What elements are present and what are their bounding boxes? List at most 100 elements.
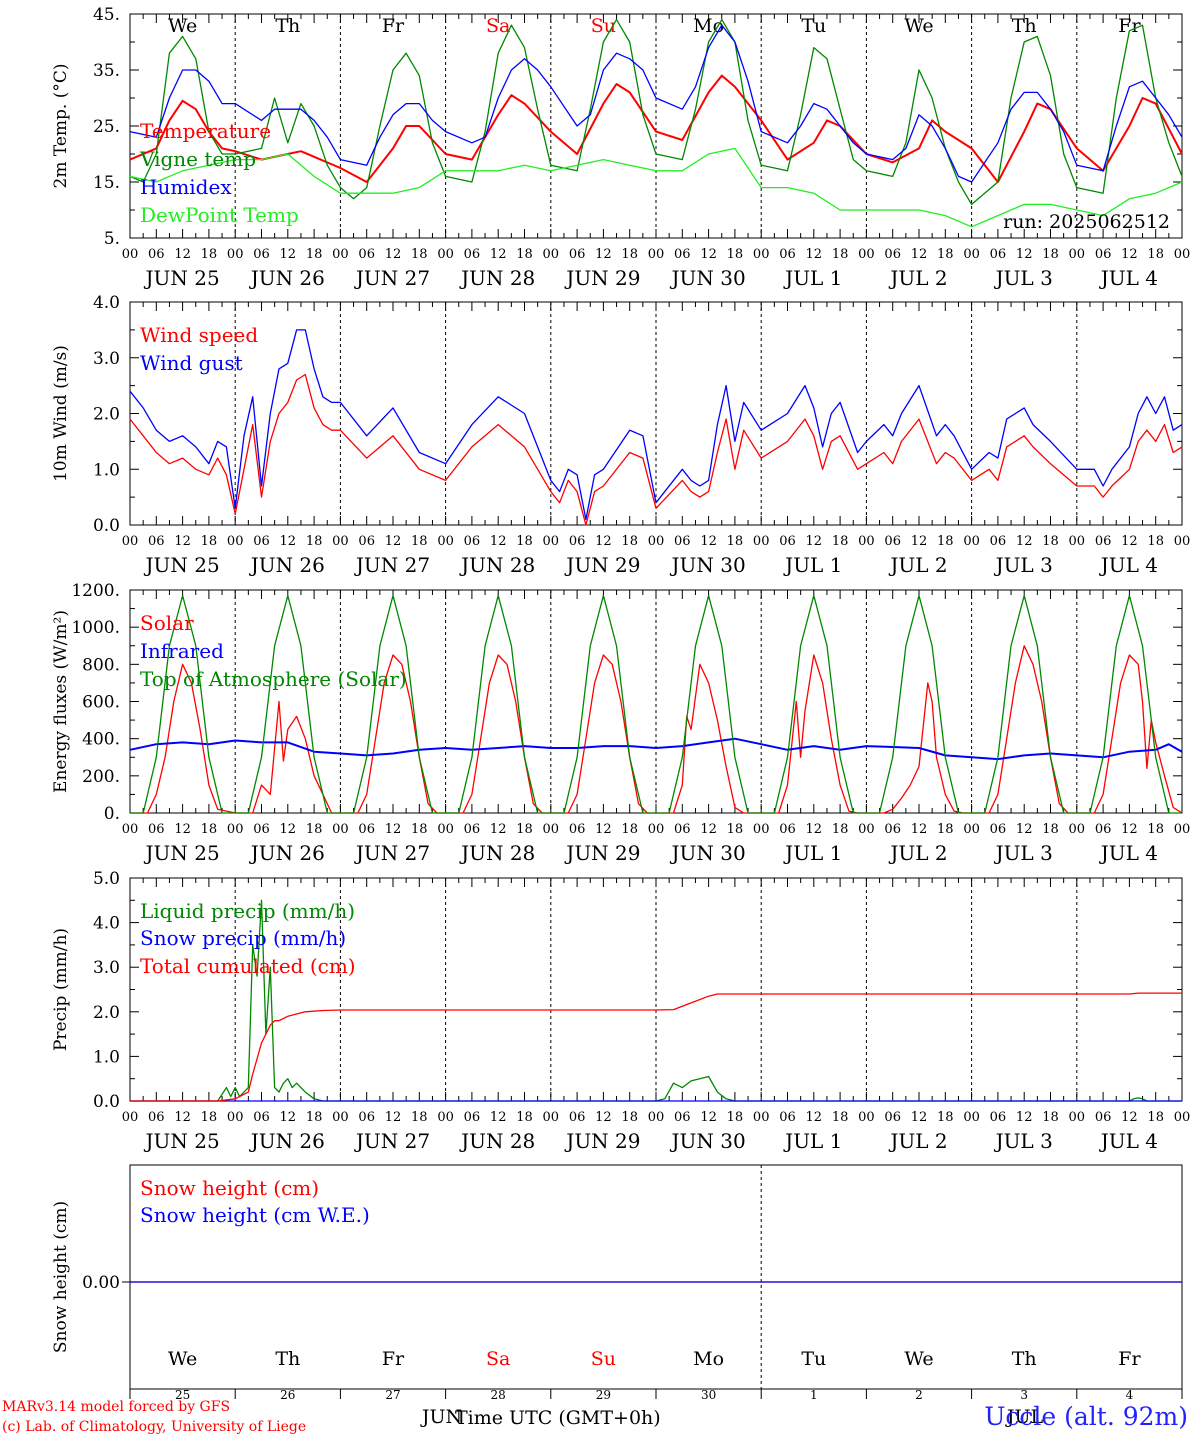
hour-tick-label: 06 xyxy=(253,1110,270,1125)
day-label: JUN 29 xyxy=(564,266,640,290)
day-label: JUL 2 xyxy=(888,553,947,577)
hour-tick-label: 00 xyxy=(437,247,454,262)
hour-tick-label: 18 xyxy=(306,247,323,262)
hour-tick-label: 12 xyxy=(1016,534,1033,549)
hour-tick-label: 06 xyxy=(358,822,375,837)
day-label: JUL 3 xyxy=(994,553,1053,577)
hour-tick-label: 18 xyxy=(201,822,218,837)
hour-tick-label: 06 xyxy=(464,247,481,262)
day-label: JUL 2 xyxy=(888,841,947,865)
hour-tick-label: 06 xyxy=(779,822,796,837)
hour-tick-label: 18 xyxy=(832,247,849,262)
lab-credit: (c) Lab. of Climatology, University of L… xyxy=(2,1419,307,1435)
y-axis-title: 10m Wind (m/s) xyxy=(51,345,71,482)
hour-tick-label: 18 xyxy=(727,1110,744,1125)
hour-tick-label: 12 xyxy=(700,247,717,262)
hour-tick-label: 00 xyxy=(1174,1110,1191,1125)
y-axis-title: Snow height (cm) xyxy=(51,1201,71,1353)
hour-tick-label: 06 xyxy=(253,534,270,549)
hour-tick-label: 12 xyxy=(490,1110,507,1125)
hour-tick-label: 06 xyxy=(779,534,796,549)
weekday-label: We xyxy=(904,1348,933,1370)
hour-tick-label: 06 xyxy=(569,534,586,549)
hour-tick-label: 18 xyxy=(727,534,744,549)
hour-tick-label: 00 xyxy=(227,247,244,262)
hour-tick-label: 06 xyxy=(990,1110,1007,1125)
y-tick-label: 1000. xyxy=(71,618,120,638)
hour-tick-label: 00 xyxy=(543,247,560,262)
hour-tick-label: 00 xyxy=(753,822,770,837)
y-tick-label: 3.0 xyxy=(93,349,120,369)
hour-tick-label: 06 xyxy=(464,1110,481,1125)
weekday-label: Th xyxy=(275,1348,300,1370)
hour-tick-label: 12 xyxy=(280,822,297,837)
hour-tick-label: 18 xyxy=(411,534,428,549)
hour-tick-label: 18 xyxy=(1042,247,1059,262)
hour-tick-label: 18 xyxy=(516,822,533,837)
day-label: JUL 1 xyxy=(783,1129,842,1153)
station-label: Uccle (alt. 92m) xyxy=(984,1402,1188,1431)
hour-tick-label: 18 xyxy=(832,534,849,549)
day-label: JUN 28 xyxy=(459,1129,535,1153)
hour-tick-label: 12 xyxy=(595,534,612,549)
hour-tick-label: 12 xyxy=(1016,1110,1033,1125)
hour-tick-label: 00 xyxy=(437,534,454,549)
series-line xyxy=(129,24,1183,183)
hour-tick-label: 18 xyxy=(306,1110,323,1125)
hour-tick-label: 18 xyxy=(832,822,849,837)
legend-entry: Vigne temp xyxy=(139,147,256,171)
day-label: JUN 27 xyxy=(354,841,430,865)
day-label: JUN 25 xyxy=(144,553,220,577)
x-axis-title: Time UTC (GMT+0h) xyxy=(455,1407,661,1429)
weekday-label: Fr xyxy=(1118,15,1141,37)
day-label: JUL 3 xyxy=(994,266,1053,290)
hour-tick-label: 00 xyxy=(858,822,875,837)
legend-entry: Top of Atmosphere (Solar) xyxy=(140,667,407,691)
day-number: 1 xyxy=(810,1388,818,1402)
legend-entry: Wind gust xyxy=(140,351,243,375)
day-label: JUN 26 xyxy=(249,841,325,865)
hour-tick-label: 18 xyxy=(1147,534,1164,549)
y-axis-title: 2m Temp. (°C) xyxy=(51,63,71,188)
hour-tick-label: 06 xyxy=(990,247,1007,262)
hour-tick-label: 12 xyxy=(911,1110,928,1125)
hour-tick-label: 00 xyxy=(1069,822,1086,837)
hour-tick-label: 18 xyxy=(621,534,638,549)
legend-entry: Snow height (cm W.E.) xyxy=(140,1203,370,1227)
series-line xyxy=(129,18,1183,206)
y-tick-label: 600. xyxy=(82,693,120,713)
hour-tick-label: 06 xyxy=(1095,1110,1112,1125)
hour-tick-label: 12 xyxy=(385,822,402,837)
weekday-label: Fr xyxy=(382,1348,405,1370)
y-tick-label: 0.0 xyxy=(93,1092,120,1112)
hour-tick-label: 12 xyxy=(174,822,191,837)
y-tick-label: 0. xyxy=(104,804,120,824)
hour-tick-label: 06 xyxy=(569,1110,586,1125)
hour-tick-label: 06 xyxy=(674,247,691,262)
day-label: JUN 25 xyxy=(144,266,220,290)
day-number: 4 xyxy=(1126,1388,1134,1402)
hour-tick-label: 00 xyxy=(1069,534,1086,549)
series-line xyxy=(129,373,1183,526)
hour-tick-label: 18 xyxy=(937,247,954,262)
hour-tick-label: 06 xyxy=(779,247,796,262)
panel-frame xyxy=(129,589,1183,814)
hour-tick-label: 00 xyxy=(858,534,875,549)
day-label: JUL 4 xyxy=(1099,841,1158,865)
hour-tick-label: 06 xyxy=(674,822,691,837)
weekday-label: Su xyxy=(591,1348,616,1370)
hour-tick-label: 00 xyxy=(753,247,770,262)
series-line xyxy=(129,737,1183,761)
hour-tick-label: 06 xyxy=(358,534,375,549)
hour-tick-label: 18 xyxy=(937,534,954,549)
hour-tick-label: 06 xyxy=(1095,822,1112,837)
hour-tick-label: 12 xyxy=(174,1110,191,1125)
day-label: JUL 1 xyxy=(783,266,842,290)
hour-tick-label: 12 xyxy=(280,534,297,549)
hour-tick-label: 12 xyxy=(1121,822,1138,837)
weekday-label: Tu xyxy=(801,15,826,37)
day-label: JUN 29 xyxy=(564,841,640,865)
hour-tick-label: 06 xyxy=(358,247,375,262)
y-tick-label: 800. xyxy=(82,655,120,675)
y-tick-label: 1200. xyxy=(71,581,120,601)
